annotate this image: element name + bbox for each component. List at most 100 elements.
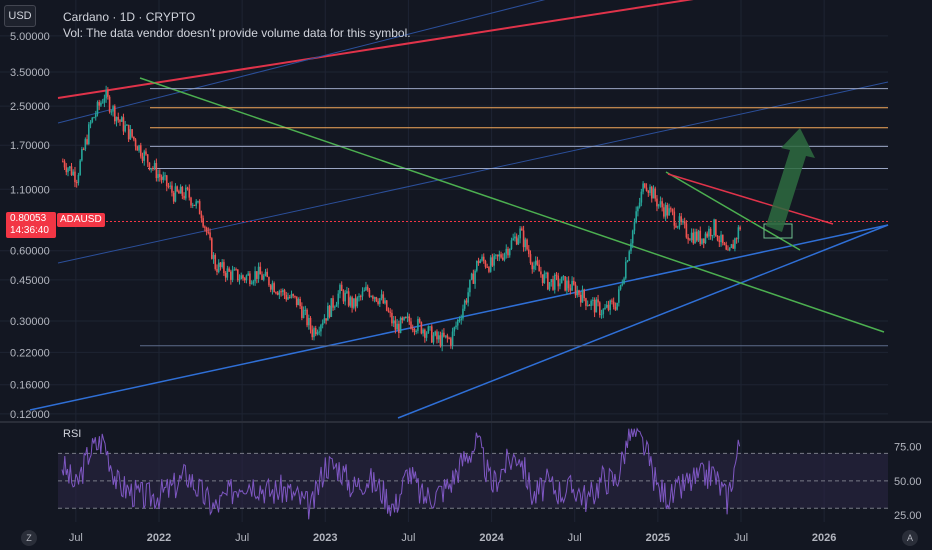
- auto-scale-button[interactable]: A: [902, 530, 918, 546]
- candle-body: [183, 195, 185, 199]
- candle-body: [557, 275, 560, 287]
- candle-body: [420, 322, 423, 334]
- candle-body: [113, 106, 116, 122]
- candle-body: [514, 236, 516, 239]
- candle-body: [543, 273, 546, 283]
- candle-body: [671, 209, 674, 212]
- candle-body: [567, 280, 570, 289]
- candle-body: [640, 191, 643, 203]
- candle-body: [70, 166, 73, 176]
- candle-body: [122, 117, 125, 132]
- candle-body: [484, 260, 487, 267]
- candle-body: [127, 124, 130, 140]
- candle-body: [616, 302, 618, 310]
- candle-body: [347, 291, 350, 306]
- candle-body: [157, 174, 159, 179]
- candle-body: [425, 333, 428, 338]
- candle-body: [519, 228, 521, 239]
- candle-body: [195, 201, 198, 206]
- candle-body: [105, 90, 107, 99]
- candle-body: [521, 228, 523, 231]
- candle-body: [510, 240, 513, 250]
- candle-body: [578, 290, 580, 295]
- candle-body: [482, 256, 485, 261]
- candle-body: [115, 116, 118, 122]
- candle-body: [197, 201, 199, 203]
- candle-body: [245, 275, 248, 281]
- candle-body: [415, 330, 417, 333]
- candle-body: [363, 290, 366, 292]
- candle-body: [282, 290, 284, 293]
- candle-body: [737, 227, 740, 239]
- candle-body: [476, 260, 478, 271]
- candle-body: [62, 161, 64, 163]
- candle-body: [626, 260, 629, 262]
- candle-body: [193, 204, 196, 206]
- candle-body: [443, 332, 445, 337]
- candle-body: [649, 186, 651, 193]
- candle-body: [451, 331, 454, 346]
- candle-body: [212, 255, 215, 259]
- candle-body: [200, 214, 203, 219]
- y-tick-label: 3.50000: [10, 67, 50, 79]
- candle-body: [704, 233, 707, 244]
- candle-body: [372, 296, 374, 299]
- candle-body: [148, 162, 151, 170]
- candle-body: [186, 187, 189, 189]
- candle-body: [474, 270, 476, 284]
- candle-body: [571, 280, 573, 291]
- zoom-reset-button[interactable]: Z: [21, 530, 37, 546]
- candle-body: [533, 265, 535, 270]
- candle-body: [702, 238, 705, 244]
- candle-body: [654, 188, 657, 199]
- candle-body: [586, 305, 589, 307]
- candle-body: [100, 102, 102, 106]
- candle-body: [595, 299, 598, 313]
- candle-body: [638, 202, 641, 207]
- candle-body: [545, 272, 547, 274]
- candle-body: [188, 188, 191, 198]
- candle-body: [725, 244, 728, 250]
- candle-body: [209, 232, 211, 239]
- candle-body: [204, 226, 206, 228]
- candle-body: [384, 300, 386, 304]
- candle-body: [292, 294, 295, 296]
- candle-body: [133, 136, 135, 140]
- candle-body: [174, 186, 177, 202]
- candle-body: [159, 174, 161, 178]
- candle-body: [668, 208, 670, 216]
- candle-body: [706, 233, 708, 237]
- candle-body: [171, 185, 173, 193]
- candle-body: [448, 338, 450, 340]
- candle-body: [716, 235, 719, 241]
- x-tick-label: Jul: [734, 532, 748, 544]
- candle-body: [427, 326, 430, 334]
- candle-body: [370, 296, 372, 298]
- currency-selector-button[interactable]: USD: [4, 5, 36, 27]
- candle-body: [254, 271, 256, 282]
- candle-body: [266, 271, 269, 278]
- candle-body: [495, 254, 497, 256]
- x-tick-label: Jul: [568, 532, 582, 544]
- candle-body: [675, 225, 677, 228]
- candle-body: [321, 323, 324, 326]
- candle-body: [339, 284, 341, 294]
- green-wedge: [665, 171, 801, 251]
- candle-body: [373, 297, 376, 299]
- candle-body: [138, 145, 140, 151]
- candle-body: [190, 197, 192, 206]
- y-tick-label: 0.16000: [10, 380, 50, 392]
- candle-body: [185, 187, 187, 199]
- candle-body: [217, 262, 220, 272]
- candle-body: [269, 285, 272, 290]
- candle-body: [735, 238, 738, 240]
- candle-body: [359, 296, 362, 298]
- candle-body: [361, 291, 364, 297]
- candle-body: [583, 289, 586, 299]
- blue-channel-upper: [57, 0, 546, 124]
- current-price-badge: 0.80053 14:36:40: [6, 212, 56, 238]
- candle-body: [288, 297, 291, 299]
- candle-body: [555, 274, 558, 276]
- candle-body: [501, 257, 504, 260]
